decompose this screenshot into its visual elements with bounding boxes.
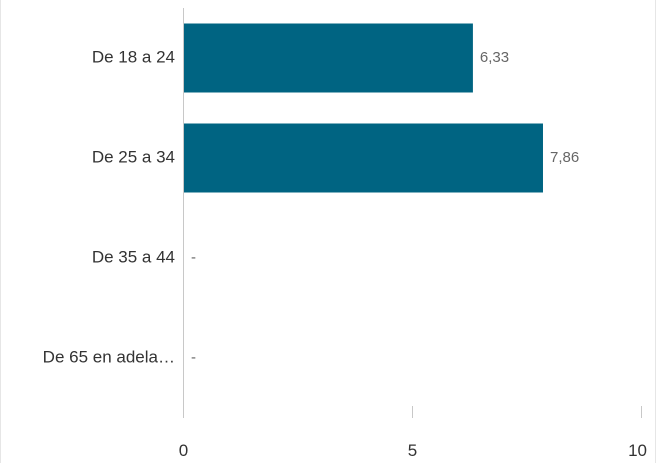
bar[interactable] xyxy=(183,123,543,193)
category-label: De 18 a 24 xyxy=(92,47,175,66)
x-tick-label: 5 xyxy=(408,441,417,460)
bars-group xyxy=(183,23,543,193)
x-tick-label: 0 xyxy=(179,441,188,460)
data-label: - xyxy=(191,249,196,266)
category-labels: De 18 a 24 De 25 a 34 De 35 a 44 De 65 en a… xyxy=(43,47,175,366)
value-labels: 6,33 7,86 - - xyxy=(191,49,579,366)
x-tick-label: 10 xyxy=(628,441,647,460)
category-label: De 65 en adela… xyxy=(43,347,175,366)
data-label: 7,86 xyxy=(550,149,579,166)
bar[interactable] xyxy=(183,23,473,93)
category-label: De 25 a 34 xyxy=(92,147,175,166)
category-label: De 35 a 44 xyxy=(92,247,175,266)
data-label: 6,33 xyxy=(480,49,509,66)
x-axis-ticks: 0 5 10 xyxy=(179,406,647,460)
data-label: - xyxy=(191,349,196,366)
